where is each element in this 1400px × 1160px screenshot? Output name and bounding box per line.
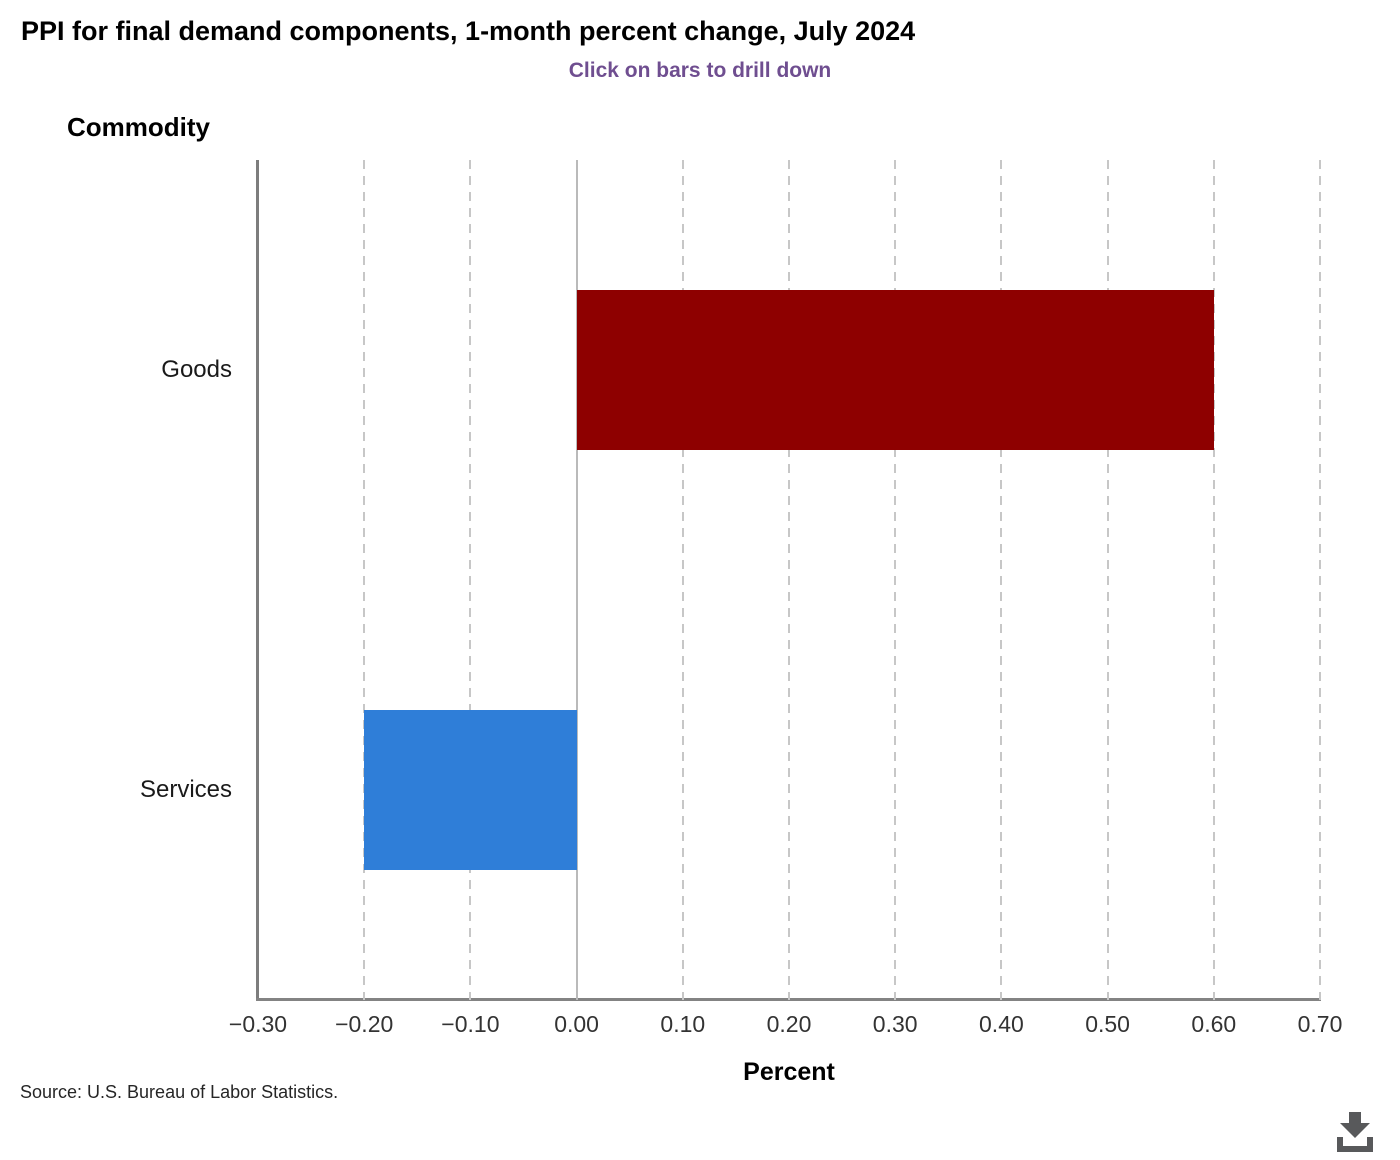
x-tick-label: 0.40	[979, 1011, 1024, 1037]
gridline	[894, 160, 897, 1000]
source-note: Source: U.S. Bureau of Labor Statistics.	[20, 1082, 339, 1102]
category-label-goods: Goods	[161, 356, 232, 383]
x-tick-label: −0.10	[441, 1011, 500, 1037]
x-tick-label: 0.30	[872, 1011, 918, 1037]
download-chart-button[interactable]	[1331, 1108, 1379, 1156]
zero-gridline	[575, 160, 578, 1000]
gridline	[363, 160, 366, 1000]
x-tick-label: 0.50	[1085, 1011, 1130, 1037]
category-labels: Goods Services	[0, 160, 232, 1000]
x-tick-label: 0.70	[1297, 1011, 1343, 1037]
plot-area	[258, 160, 1321, 1000]
gridline	[788, 160, 790, 1000]
x-tick-label: 0.20	[766, 1011, 812, 1037]
x-tick-label: 0.00	[554, 1011, 599, 1037]
chart-title: PPI for final demand components, 1-month…	[21, 16, 916, 46]
y-axis-line	[256, 160, 259, 1001]
x-tick-label: −0.20	[335, 1011, 394, 1037]
gridline	[681, 160, 684, 1000]
category-label-services: Services	[139, 776, 232, 803]
category-axis-title: Commodity	[67, 112, 210, 142]
bar-goods[interactable]	[576, 290, 1214, 450]
download-icon	[1337, 1112, 1373, 1152]
bar-services[interactable]	[364, 710, 577, 870]
gridline	[469, 160, 472, 1000]
x-tick-label: −0.30	[228, 1011, 288, 1037]
gridline	[1212, 160, 1215, 1000]
gridline	[1106, 160, 1109, 1000]
gridline	[1319, 160, 1321, 1000]
x-tick-label: 0.60	[1191, 1011, 1237, 1037]
gridline	[1000, 160, 1003, 1000]
chart-subtitle-drilldown-hint: Click on bars to drill down	[568, 59, 832, 82]
x-tick-label: 0.10	[660, 1011, 706, 1037]
x-axis-ticks: −0.30 −0.20 −0.10 0.00 0.10 0.20 0.30 0.40 0.50 0…	[229, 1011, 1342, 1043]
x-axis-title: Percent	[743, 1058, 835, 1086]
